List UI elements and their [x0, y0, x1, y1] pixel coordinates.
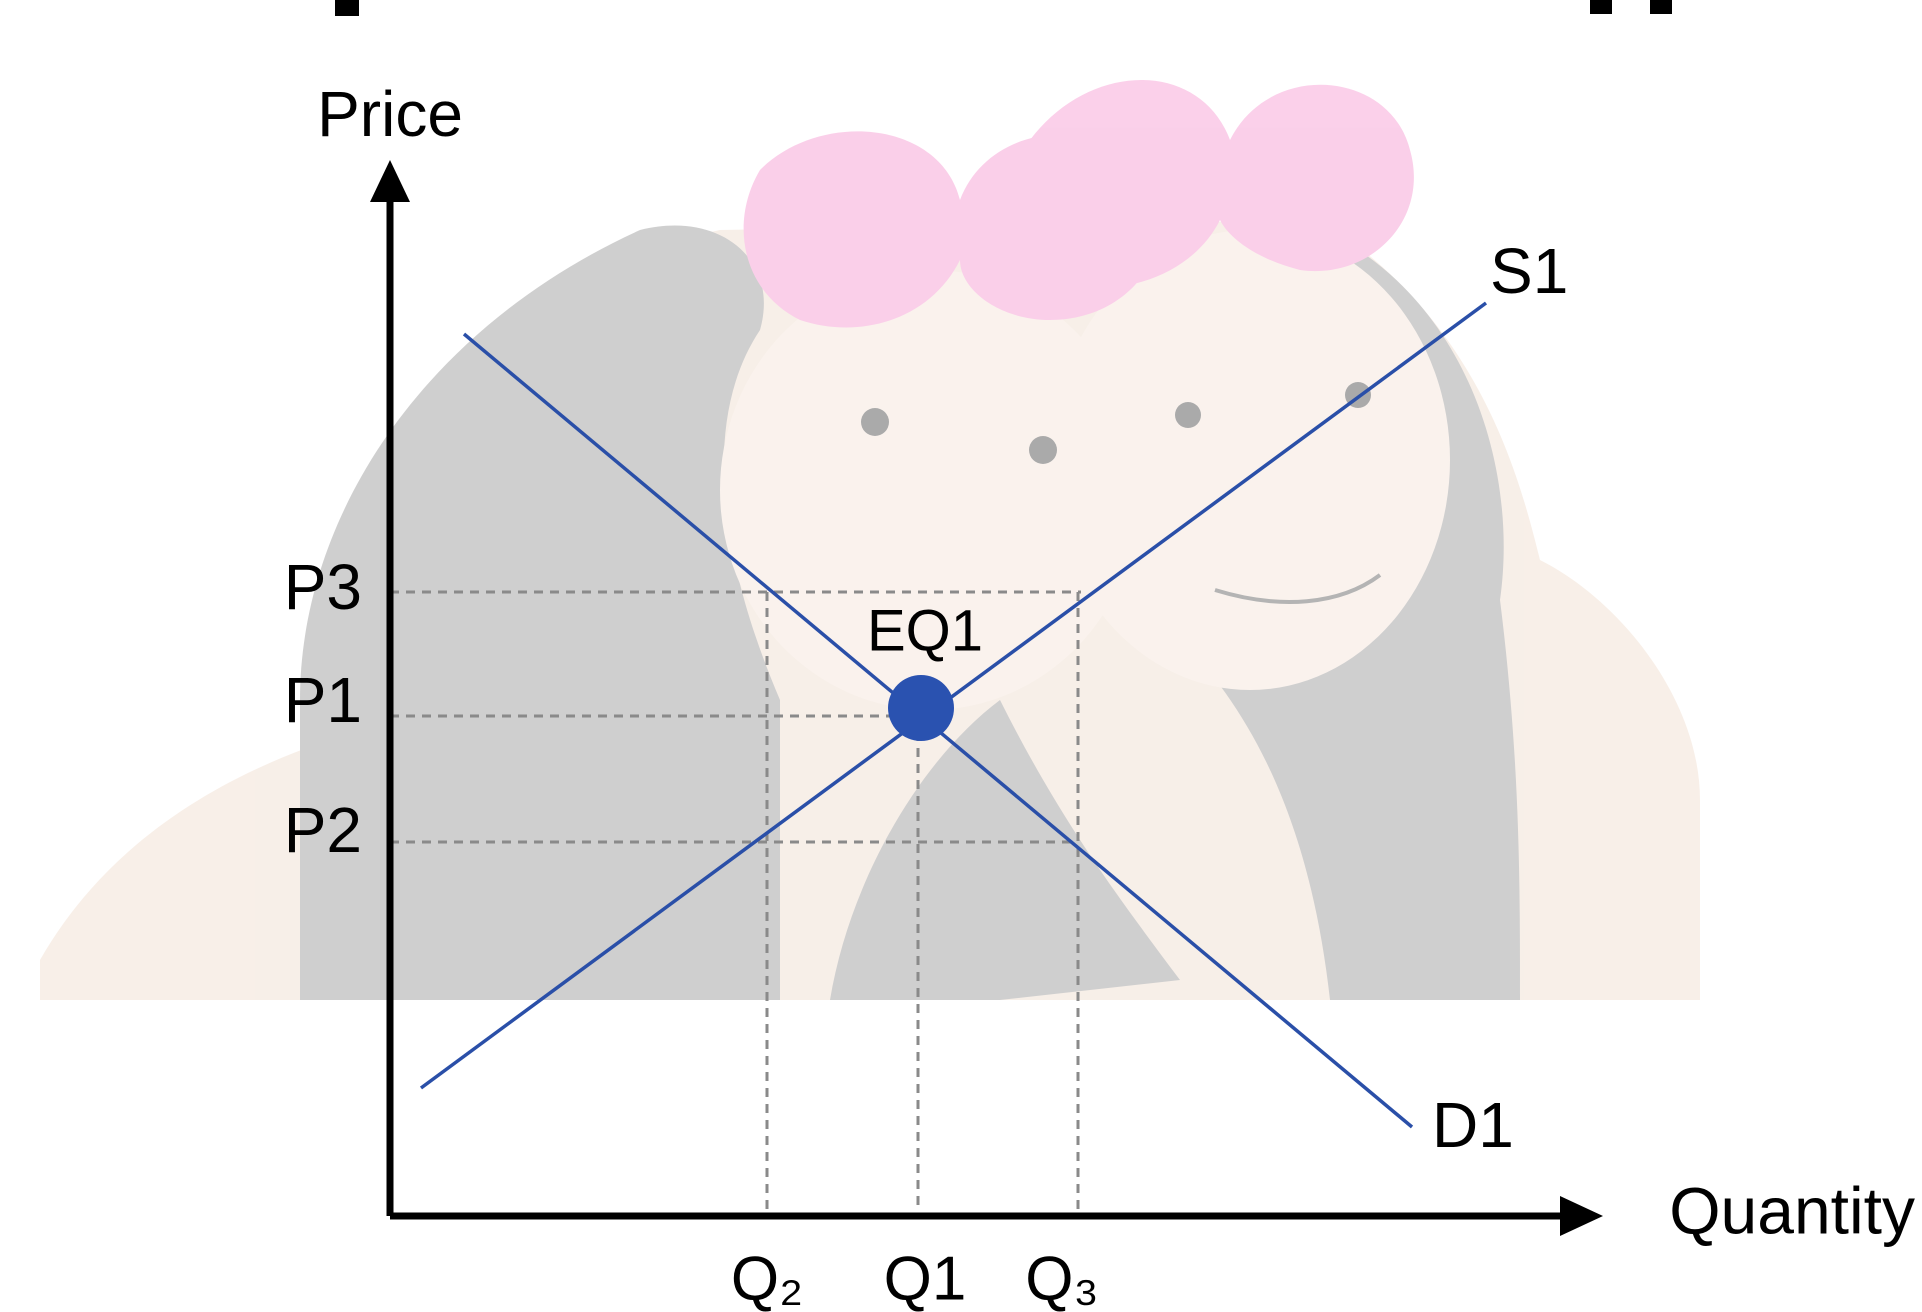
supply-label: S1 [1490, 235, 1568, 307]
supply-curve [419, 301, 1488, 1090]
quantity-label: Q1 [884, 1244, 967, 1312]
y-axis-arrow [370, 160, 410, 202]
equilibrium-label: EQ1 [867, 598, 983, 663]
background-illustration [40, 80, 1700, 1001]
x-axis-label: Quantity [1669, 1173, 1915, 1247]
demand-label: D1 [1432, 1089, 1514, 1161]
quantity-label: Q₃ [1025, 1244, 1098, 1312]
quantity-label: Q₂ [731, 1244, 803, 1312]
title-fragment [1590, 0, 1612, 14]
y-axis-label: Price [317, 78, 463, 150]
title-fragment [1650, 0, 1672, 14]
equilibrium-point [888, 675, 954, 741]
axes [386, 200, 1565, 1220]
price-label: P1 [284, 664, 362, 736]
title-fragment [335, 0, 359, 16]
x-axis-arrow [1560, 1196, 1603, 1236]
price-label: P2 [284, 794, 362, 866]
price-label: P3 [284, 551, 362, 623]
